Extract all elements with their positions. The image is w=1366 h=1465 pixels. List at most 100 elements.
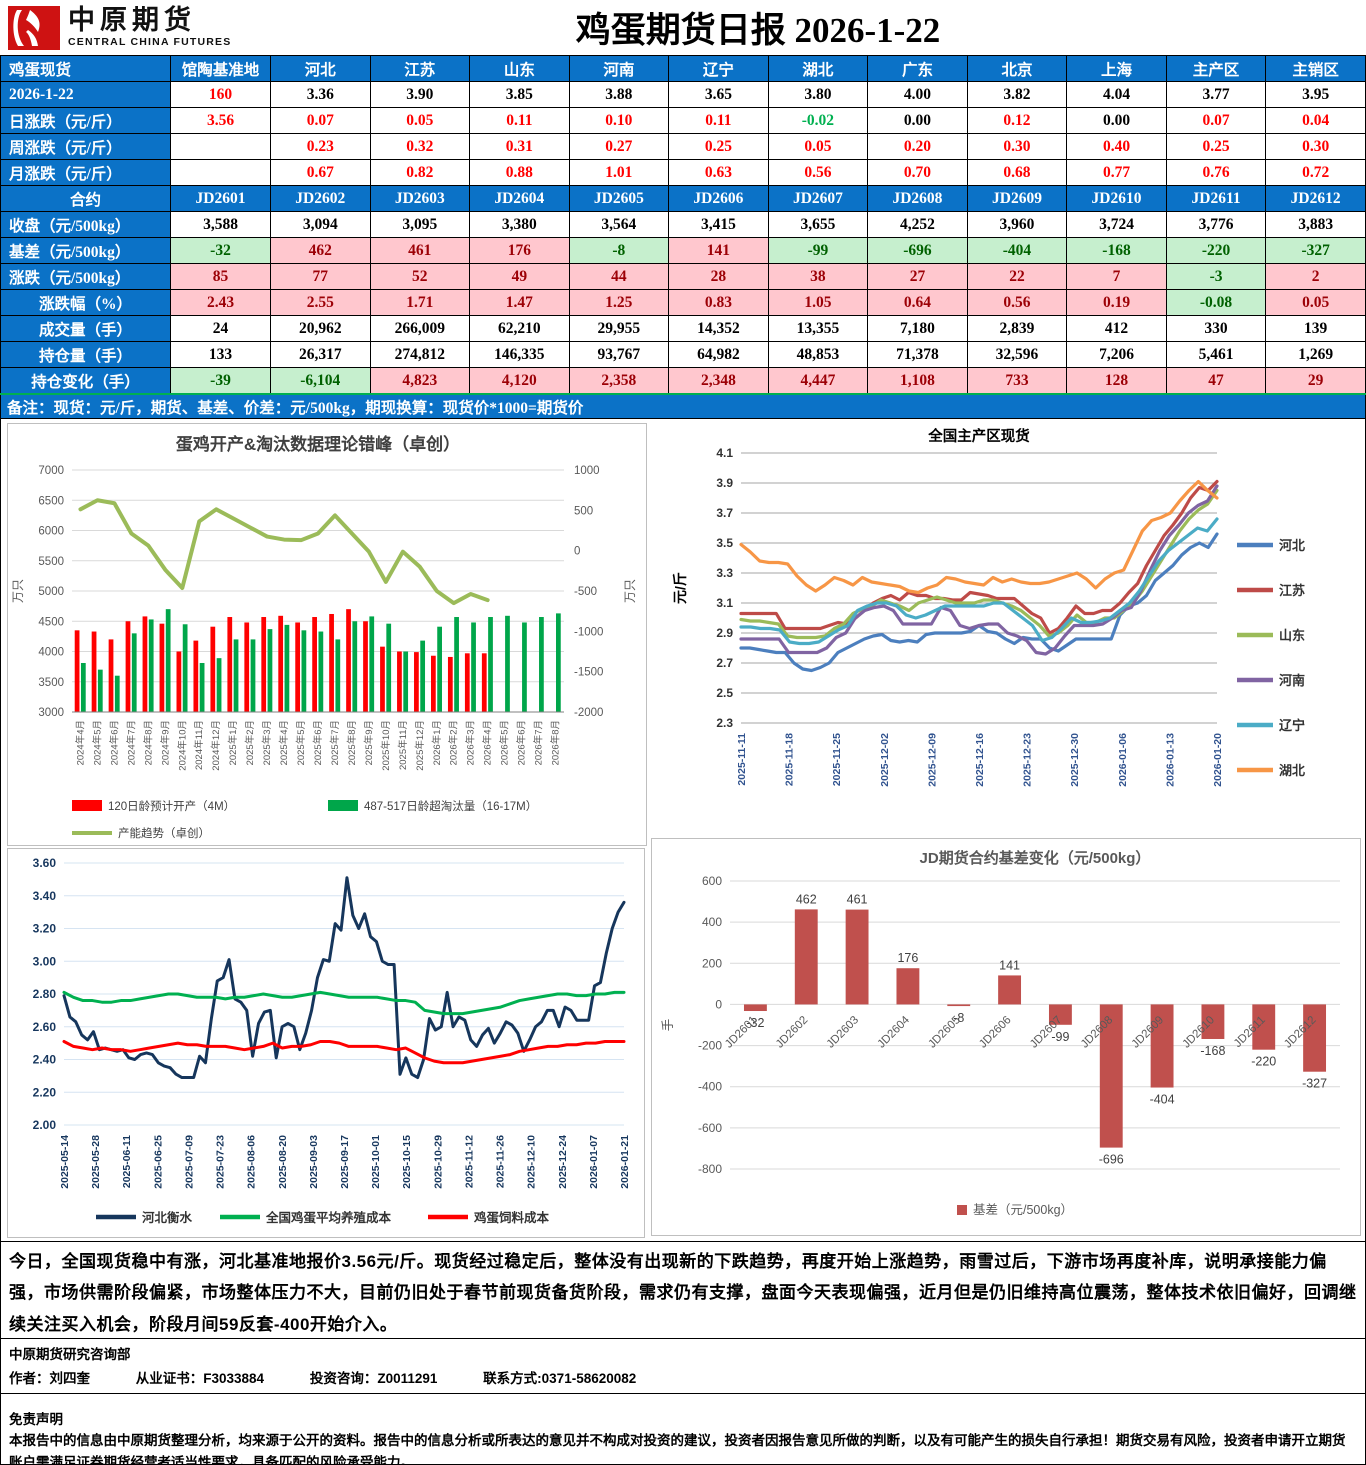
bar (233, 639, 239, 712)
bar (142, 616, 148, 712)
table-cell: 77 (270, 263, 371, 290)
table-cell: 44 (568, 263, 670, 290)
svg-text:2026年5月: 2026年5月 (499, 720, 511, 765)
chart-spot-region: 全国主产区现货 2.3 2.5 2.7 2.9 3.1 3.3 3.5 3.7 3.9 4.1 元/斤… (672, 427, 1305, 787)
table-cell: -404 (966, 237, 1068, 264)
table-cell: 29,955 (568, 315, 670, 342)
bar (352, 621, 358, 712)
table-cell: JD2607 (767, 185, 869, 212)
table-cell: 13,355 (767, 315, 869, 342)
table-cell: -32 (170, 237, 271, 264)
svg-text:487-517日龄超淘汰量（16-17M）: 487-517日龄超淘汰量（16-17M） (364, 799, 537, 813)
table-cell: JD2609 (966, 185, 1068, 212)
svg-text:120日龄预计开产（4M）: 120日龄预计开产（4M） (108, 799, 235, 813)
column-header: 馆陶基准地 (170, 55, 271, 82)
table-cell: 0.11 (668, 107, 769, 134)
row-label: 涨跌（元/500kg） (0, 263, 171, 290)
bar (522, 622, 527, 712)
table-cell: 0.30 (1265, 133, 1366, 160)
table-cell: JD2610 (1066, 185, 1167, 212)
bar (216, 658, 222, 712)
bar (312, 617, 317, 712)
table-cell: 1.01 (568, 159, 670, 186)
table-cell: 93,767 (568, 341, 670, 368)
svg-text:2025-07-09: 2025-07-09 (183, 1135, 195, 1189)
svg-text:2024年12月: 2024年12月 (210, 720, 222, 771)
table-cell: 0.31 (469, 133, 570, 160)
svg-text:2026年3月: 2026年3月 (465, 720, 477, 765)
bar (114, 675, 120, 712)
bar (267, 629, 273, 712)
table-cell: 141 (668, 237, 769, 264)
svg-text:2026-01-06: 2026-01-06 (1117, 733, 1129, 787)
svg-text:2026年1月: 2026年1月 (431, 720, 443, 765)
table-cell: 3,415 (668, 211, 769, 238)
chart-capacity: 蛋鸡开产&淘汰数据理论错峰（卓创）30003500400045005000550… (11, 434, 637, 840)
svg-text:2.7: 2.7 (716, 656, 733, 670)
table-cell: 1.25 (568, 289, 670, 316)
svg-text:河北: 河北 (1279, 538, 1305, 553)
table-cell: 24 (170, 315, 271, 342)
bar (125, 621, 131, 712)
table-cell: 0.00 (867, 107, 968, 134)
table-cell: -0.02 (767, 107, 869, 134)
table-cell: 0.20 (867, 133, 968, 160)
table-cell: 274,812 (369, 341, 471, 368)
series-line (739, 479, 1219, 595)
svg-text:3.3: 3.3 (716, 566, 733, 580)
department: 中原期货研究咨询部 (9, 1347, 131, 1362)
table-cell: 160 (170, 81, 271, 108)
table-cell: 4.00 (867, 81, 968, 108)
svg-text:2025年9月: 2025年9月 (363, 720, 375, 765)
table-cell: 52 (369, 263, 471, 290)
svg-text:600: 600 (702, 874, 722, 888)
svg-text:3.1: 3.1 (716, 596, 733, 610)
bar (346, 609, 351, 712)
bar (301, 630, 307, 712)
table-cell: 3.90 (369, 81, 471, 108)
bar (227, 617, 233, 712)
svg-text:2025-12-09: 2025-12-09 (926, 733, 938, 787)
svg-text:5000: 5000 (38, 586, 64, 598)
table-cell: 49 (469, 263, 570, 290)
column-header: 鸡蛋现货 (0, 55, 171, 82)
logo-en-text: CENTRAL CHINA FUTURES (68, 36, 232, 48)
basis-bar (794, 909, 818, 1005)
table-cell: 0.30 (966, 133, 1068, 160)
logo-cn-text: 中原期货 (68, 5, 196, 35)
svg-text:2025-05-14: 2025-05-14 (59, 1135, 71, 1189)
svg-text:2025-08-20: 2025-08-20 (277, 1135, 289, 1189)
svg-text:-99: -99 (1051, 1030, 1069, 1044)
table-cell: 266,009 (369, 315, 471, 342)
chart-basis: JD期货合约基差变化（元/500kg） -800 -600 -400 -200 0 200 4… (661, 849, 1340, 1217)
table-cell: JD2604 (469, 185, 570, 212)
svg-text:5500: 5500 (38, 556, 64, 568)
svg-text:176: 176 (897, 951, 918, 965)
svg-text:2025年7月: 2025年7月 (329, 720, 341, 765)
svg-text:462: 462 (796, 892, 817, 906)
table-cell: 0.56 (767, 159, 869, 186)
table-cell: 462 (270, 237, 371, 264)
table-cell: 48,853 (767, 341, 869, 368)
table-cell: 14,352 (668, 315, 769, 342)
bar (284, 624, 290, 712)
svg-text:3.5: 3.5 (716, 536, 733, 550)
table-cell: 2.43 (170, 289, 271, 316)
svg-text:辽宁: 辽宁 (1279, 718, 1305, 733)
svg-text:-1500: -1500 (574, 667, 603, 679)
bar (555, 613, 561, 712)
table-cell: 3,776 (1165, 211, 1267, 238)
svg-text:2025-07-23: 2025-07-23 (215, 1135, 227, 1189)
table-cell: 133 (170, 341, 271, 368)
svg-text:2025-12-30: 2025-12-30 (1069, 733, 1081, 787)
svg-text:141: 141 (999, 958, 1020, 972)
table-cell: 3.85 (469, 81, 570, 108)
table-cell: 7,206 (1066, 341, 1167, 368)
table-cell: 3,564 (568, 211, 670, 238)
svg-text:2025年12月: 2025年12月 (414, 720, 426, 771)
svg-text:-800: -800 (698, 1162, 722, 1176)
svg-text:3.60: 3.60 (33, 856, 57, 870)
svg-text:-696: -696 (1099, 1153, 1124, 1167)
table-cell: 71,378 (867, 341, 968, 368)
